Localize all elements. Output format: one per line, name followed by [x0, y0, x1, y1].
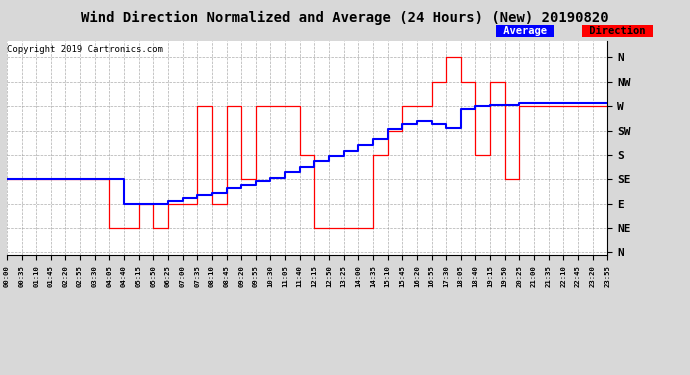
Text: Wind Direction Normalized and Average (24 Hours) (New) 20190820: Wind Direction Normalized and Average (2… — [81, 11, 609, 26]
Text: Average: Average — [497, 26, 553, 36]
Text: Direction: Direction — [583, 26, 652, 36]
Text: Copyright 2019 Cartronics.com: Copyright 2019 Cartronics.com — [7, 45, 163, 54]
